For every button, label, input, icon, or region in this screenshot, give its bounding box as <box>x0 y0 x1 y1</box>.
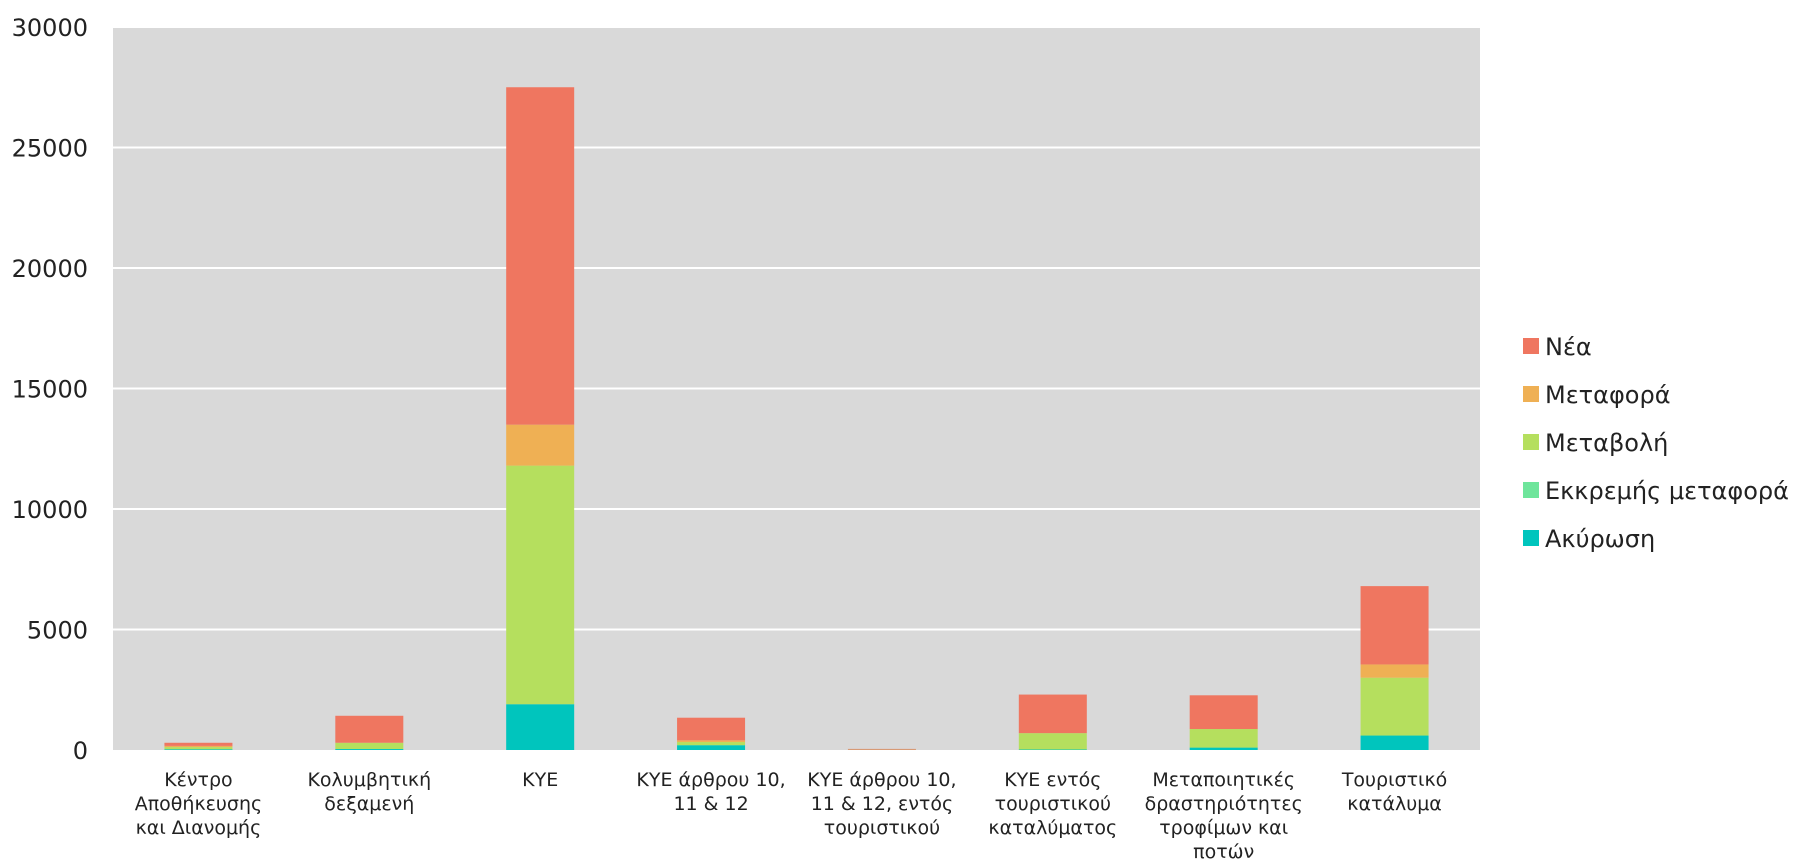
bar-segment <box>677 742 746 746</box>
y-tick-label: 25000 <box>12 135 88 163</box>
bar-segment <box>164 749 233 750</box>
legend-swatch <box>1523 338 1539 354</box>
x-category-label-line: τουριστικού <box>824 817 940 839</box>
x-category-label: Κολυμβητική δεξαμενή <box>307 769 431 815</box>
x-category-label-line: ΚΥΕ <box>522 769 558 791</box>
legend-item: Ακύρωση <box>1523 525 1655 553</box>
bar-segment <box>506 87 575 425</box>
y-tick-label: 5000 <box>27 617 88 645</box>
bar-segment <box>1189 695 1258 730</box>
bar-segment <box>677 745 746 750</box>
x-category-label-line: ΚΥΕ εντός <box>1004 769 1101 791</box>
x-category-label-line: τουριστικού <box>995 793 1111 815</box>
x-category-label: Τουριστικό κατάλυμα <box>1341 769 1447 815</box>
legend-item: Μεταφορά <box>1523 381 1671 409</box>
y-tick-label: 0 <box>73 737 88 765</box>
y-tick-label: 30000 <box>12 14 88 42</box>
x-category-label: Κέντρο Αποθήκευσης και Διανομής <box>135 769 262 839</box>
bar-segment <box>1360 735 1429 750</box>
bar-segment <box>1360 586 1429 665</box>
bar-segment <box>506 704 575 750</box>
x-category-label-line: 11 & 12, εντός <box>811 793 953 815</box>
legend-label: Μεταβολή <box>1545 429 1668 457</box>
bar-segment <box>1189 747 1258 750</box>
legend-label: Ακύρωση <box>1545 525 1655 553</box>
bars <box>164 87 1429 750</box>
legend-swatch <box>1523 482 1539 498</box>
y-tick-label: 15000 <box>12 376 88 404</box>
x-category-label-line: κατάλυμα <box>1347 793 1442 815</box>
y-tick-label: 20000 <box>12 255 88 283</box>
bar-segment <box>1018 694 1087 734</box>
x-category-label-line: ποτών <box>1193 841 1254 863</box>
legend-item: Εκκρεμής μεταφορά <box>1523 477 1789 505</box>
x-axis: Κέντρο Αποθήκευσης και Διανομής Κολυμβητική… <box>135 769 1448 863</box>
x-category-label: ΚΥΕ άρθρου 10, 11 & 12, εντός τουριστικού <box>807 769 956 839</box>
legend-swatch <box>1523 434 1539 450</box>
legend-item: Μεταβολή <box>1523 429 1668 457</box>
x-category-label-line: δραστηριότητες <box>1145 793 1303 815</box>
legend-swatch <box>1523 530 1539 546</box>
x-category-label: ΚΥΕ εντός τουριστικού καταλύματος <box>988 769 1117 839</box>
x-category-label: ΚΥΕ άρθρου 10, 11 & 12 <box>636 769 785 815</box>
x-category-label-line: Τουριστικό <box>1341 769 1447 791</box>
legend-label: Μεταφορά <box>1545 381 1671 409</box>
x-category-label-line: καταλύματος <box>988 817 1117 839</box>
x-category-label-line: Κέντρο <box>164 769 232 791</box>
legend-item: Νέα <box>1523 333 1592 361</box>
x-category-label-line: δεξαμενή <box>324 793 414 815</box>
bar-segment <box>164 742 233 746</box>
y-axis: 0 5000 10000 15000 20000 25000 30000 <box>12 14 88 765</box>
x-category-label: Μεταποιητικές δραστηριότητες τροφίμων και π… <box>1145 769 1303 863</box>
bar-segment <box>335 715 404 743</box>
y-tick-label: 10000 <box>12 496 88 524</box>
x-category-label-line: 11 & 12 <box>673 793 748 815</box>
bar-segment <box>506 424 575 466</box>
x-category-label-line: και Διανομής <box>136 817 262 839</box>
grid-lines <box>113 26 1480 631</box>
bar-segment <box>335 749 404 750</box>
bar-segment <box>677 740 746 743</box>
x-category-label-line: Μεταποιητικές <box>1152 769 1295 791</box>
bar-segment <box>1018 733 1087 750</box>
bar-segment <box>164 745 233 748</box>
x-category-label-line: τροφίμων και <box>1159 817 1288 839</box>
x-category-label: ΚΥΕ <box>522 769 558 791</box>
x-category-label-line: Αποθήκευσης <box>135 793 262 815</box>
bar-segment <box>506 465 575 705</box>
legend: Νέα Μεταφορά Μεταβολή Εκκρεμής μεταφορά Ακύρ… <box>1523 333 1789 553</box>
bar-segment <box>847 748 916 750</box>
x-category-label-line: ΚΥΕ άρθρου 10, <box>636 769 785 791</box>
legend-label: Νέα <box>1545 333 1592 361</box>
x-category-label-line: ΚΥΕ άρθρου 10, <box>807 769 956 791</box>
bar-segment <box>164 747 233 750</box>
bar-segment <box>677 717 746 741</box>
bar-segment <box>1360 677 1429 736</box>
legend-label: Εκκρεμής μεταφορά <box>1545 477 1789 505</box>
x-category-label-line: Κολυμβητική <box>307 769 431 791</box>
legend-swatch <box>1523 386 1539 402</box>
bar-segment <box>1360 664 1429 678</box>
bar-segment <box>1189 729 1258 748</box>
bar-segment <box>335 742 404 750</box>
